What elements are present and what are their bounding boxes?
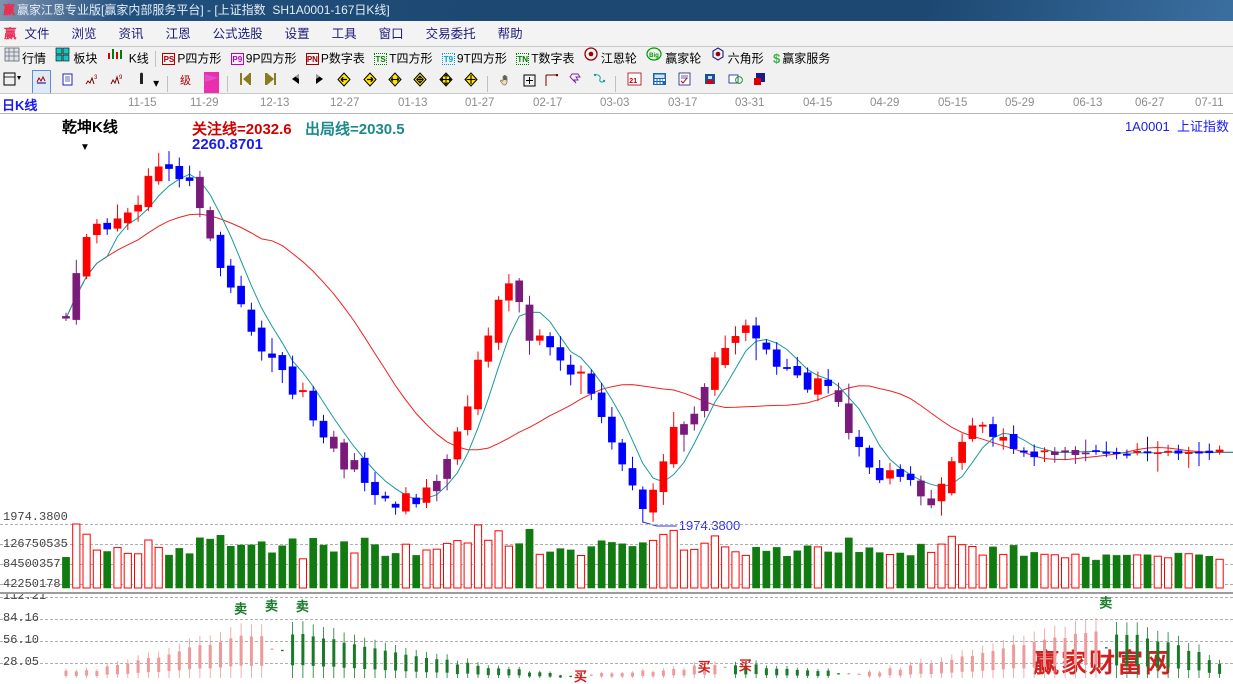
svg-text:级: 级 <box>180 74 191 87</box>
svg-text:买: 买 <box>698 660 711 675</box>
svg-text:3: 3 <box>94 75 98 81</box>
svg-text:卖: 卖 <box>265 599 278 614</box>
svg-text:卖: 卖 <box>234 601 247 616</box>
svg-text:卖: 卖 <box>1099 596 1112 611</box>
svg-text:Big: Big <box>649 53 659 59</box>
svg-text:卖: 卖 <box>296 599 309 614</box>
svg-text:买: 买 <box>574 669 587 684</box>
svg-text:21: 21 <box>629 78 637 85</box>
svg-text:买: 买 <box>739 658 752 673</box>
svg-text:9: 9 <box>119 75 123 81</box>
